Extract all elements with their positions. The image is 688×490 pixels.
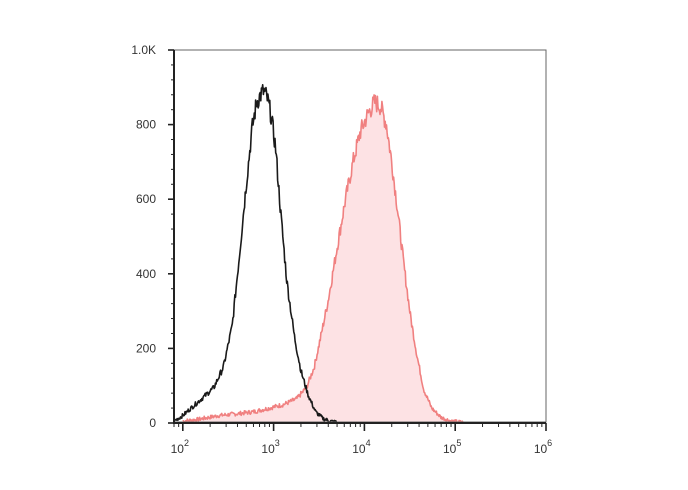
y-tick-label: 400 [136, 267, 156, 281]
series-0-line [173, 84, 365, 424]
x-tick-label: 103 [261, 438, 279, 456]
y-tick-label: 800 [136, 118, 156, 132]
x-axis-labels: 102 103 104 105 106 [171, 438, 553, 456]
series-1-fill [182, 94, 547, 424]
y-axis-labels: 0 200 400 600 800 1.0K [131, 43, 156, 430]
x-tick-label: 102 [171, 438, 189, 456]
x-tick-label: 106 [534, 438, 552, 456]
x-tick-label: 105 [443, 438, 461, 456]
y-tick-label: 1.0K [131, 43, 156, 57]
y-tick-label: 600 [136, 192, 156, 206]
series-layer [173, 84, 547, 424]
x-axis-ticks [173, 423, 547, 431]
x-tick-label: 104 [352, 438, 370, 456]
y-tick-label: 200 [136, 341, 156, 355]
y-tick-label: 0 [149, 416, 156, 430]
y-axis-ticks [168, 49, 174, 424]
